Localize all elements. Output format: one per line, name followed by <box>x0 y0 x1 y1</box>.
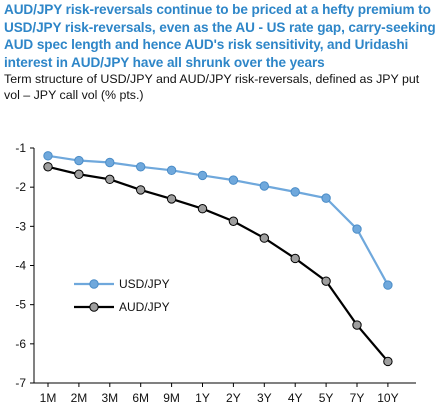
data-point <box>43 162 53 172</box>
data-point <box>228 216 239 226</box>
data-point <box>74 155 84 166</box>
data-point <box>352 320 362 330</box>
legend-marker <box>89 302 99 312</box>
chart-title: AUD/JPY risk-reversals continue to be pr… <box>4 2 436 70</box>
x-tick-label: 1M <box>40 391 57 405</box>
legend-item: AUD/JPY <box>74 300 170 314</box>
data-point <box>352 224 362 234</box>
series-line <box>47 154 389 286</box>
x-axis-ticks: 1M 2M 3M 6M 9M 1Y 2Y 3Y 4Y 5Y 7Y 10Y <box>40 383 399 405</box>
series-layer <box>43 151 393 367</box>
y-tick-label: -4 <box>15 259 26 273</box>
data-point <box>290 187 300 197</box>
y-tick-label: -5 <box>15 298 26 312</box>
legend-item: USD/JPY <box>74 277 170 291</box>
data-point <box>105 174 115 185</box>
x-tick-label: 9M <box>163 391 180 405</box>
y-axis-ticks: -7 -6 -5 -4 -3 -2 -1 <box>15 141 34 390</box>
data-point <box>321 193 331 203</box>
data-point <box>166 194 177 204</box>
legend-label: USD/JPY <box>119 277 170 291</box>
data-point <box>105 157 115 168</box>
legend-marker <box>89 279 99 289</box>
y-tick-label: -7 <box>15 376 26 390</box>
x-tick-label: 1Y <box>195 391 210 405</box>
x-tick-label: 3M <box>101 391 118 405</box>
data-point <box>166 165 177 176</box>
data-point <box>136 162 146 172</box>
x-tick-label: 7Y <box>350 391 365 405</box>
data-point <box>383 280 393 290</box>
data-point <box>197 170 208 181</box>
chart-subtitle: Term structure of USD/JPY and AUD/JPY ri… <box>4 72 420 102</box>
x-tick-label: 5Y <box>319 391 334 405</box>
data-point <box>321 276 331 286</box>
y-tick-label: -2 <box>15 180 26 194</box>
series-aud-jpy <box>43 162 393 367</box>
data-point <box>74 169 84 179</box>
series-usd-jpy <box>43 151 393 290</box>
data-point <box>43 151 53 161</box>
x-tick-label: 2Y <box>226 391 241 405</box>
chart-axes <box>33 148 416 384</box>
chart-legend: USD/JPY AUD/JPY <box>74 277 170 314</box>
x-tick-label: 3Y <box>257 391 272 405</box>
y-tick-label: -3 <box>15 219 26 233</box>
y-tick-label: -1 <box>15 141 26 155</box>
data-point <box>197 204 208 214</box>
data-point <box>136 185 146 195</box>
series-line <box>47 165 389 363</box>
data-point <box>228 175 239 185</box>
data-point <box>259 181 269 191</box>
x-tick-label: 2M <box>71 391 88 405</box>
legend-label: AUD/JPY <box>119 300 170 314</box>
x-tick-label: 4Y <box>288 391 303 405</box>
data-point <box>259 233 269 243</box>
x-tick-label: 10Y <box>377 391 398 405</box>
y-tick-label: -6 <box>15 337 26 351</box>
data-point <box>290 253 300 264</box>
data-point <box>383 356 393 367</box>
x-tick-label: 6M <box>132 391 149 405</box>
